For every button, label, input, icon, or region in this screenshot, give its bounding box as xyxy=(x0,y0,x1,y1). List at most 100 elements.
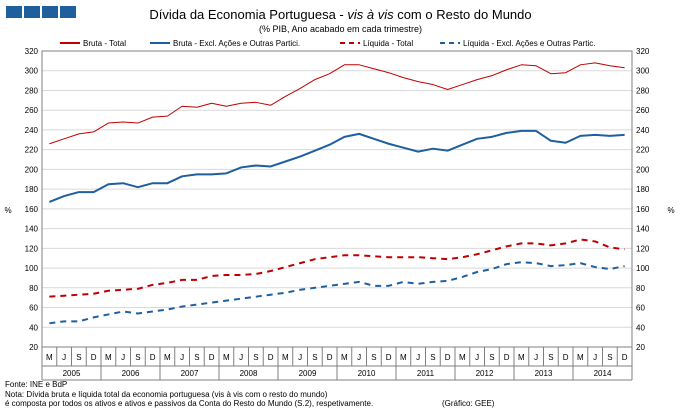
x-tick-label: M xyxy=(282,353,289,362)
y-tick-label-left: 260 xyxy=(25,106,39,115)
y-tick-label-right: 320 xyxy=(636,47,650,56)
y-tick-label-right: 280 xyxy=(636,86,650,95)
source-text: Fonte: INE e BdP xyxy=(5,380,68,389)
year-label: 2010 xyxy=(358,369,376,378)
credit-text: (Gráfico: GEE) xyxy=(442,399,495,408)
x-tick-label: J xyxy=(298,353,302,362)
year-label: 2012 xyxy=(476,369,494,378)
y-tick-label-left: 40 xyxy=(29,323,38,332)
chart-title: Dívida da Economia Portuguesa - vis à vi… xyxy=(149,7,532,22)
x-tick-label: J xyxy=(121,353,125,362)
y-tick-label-right: 100 xyxy=(636,264,650,273)
x-tick-label: D xyxy=(445,353,451,362)
y-tick-label-right: 80 xyxy=(636,284,645,293)
chart-subtitle: (% PIB, Ano acabado em cada trimestre) xyxy=(258,24,423,34)
logo xyxy=(6,6,76,18)
y-tick-label-left: 180 xyxy=(25,185,39,194)
x-tick-label: M xyxy=(164,353,171,362)
legend-label: Bruta - Total xyxy=(83,39,126,48)
y-tick-label-right: 200 xyxy=(636,165,650,174)
year-label: 2005 xyxy=(63,369,81,378)
x-tick-label: S xyxy=(312,353,317,362)
x-tick-label: J xyxy=(475,353,479,362)
x-tick-label: D xyxy=(150,353,156,362)
series-line-3 xyxy=(49,238,625,298)
series-line-4 xyxy=(49,261,625,325)
y-tick-label-right: 140 xyxy=(636,225,650,234)
y-axis-label-right: % xyxy=(667,206,674,215)
y-tick-label-right: 220 xyxy=(636,146,650,155)
y-tick-label-right: 160 xyxy=(636,205,650,214)
x-tick-label: S xyxy=(194,353,199,362)
x-tick-label: J xyxy=(593,353,597,362)
x-tick-label: S xyxy=(253,353,258,362)
x-tick-label: S xyxy=(76,353,81,362)
x-tick-label: S xyxy=(371,353,376,362)
year-label: 2014 xyxy=(594,369,612,378)
y-tick-label-right: 260 xyxy=(636,106,650,115)
y-tick-label-left: 240 xyxy=(25,126,39,135)
x-tick-label: S xyxy=(489,353,494,362)
x-tick-label: M xyxy=(577,353,584,362)
y-tick-label-left: 280 xyxy=(25,86,39,95)
year-label: 2007 xyxy=(181,369,199,378)
y-tick-label-left: 60 xyxy=(29,304,38,313)
y-tick-label-right: 240 xyxy=(636,126,650,135)
y-tick-label-left: 100 xyxy=(25,264,39,273)
note-line-2: é composta por todos os ativos e ativos … xyxy=(5,399,374,408)
y-tick-label-left: 200 xyxy=(25,165,39,174)
footer: Fonte: INE e BdP Nota: Dívida bruta e lí… xyxy=(5,380,494,409)
year-label: 2011 xyxy=(417,369,435,378)
y-tick-label-left: 140 xyxy=(25,225,39,234)
y-tick-label-right: 120 xyxy=(636,244,650,253)
year-label: 2013 xyxy=(535,369,553,378)
legend-label: Bruta - Excl. Ações e Outras Partici. xyxy=(173,39,300,48)
year-label: 2008 xyxy=(240,369,258,378)
y-tick-label-left: 320 xyxy=(25,47,39,56)
y-tick-label-left: 160 xyxy=(25,205,39,214)
x-tick-label: J xyxy=(416,353,420,362)
x-tick-label: D xyxy=(504,353,510,362)
y-tick-label-left: 120 xyxy=(25,244,39,253)
y-tick-label-left: 300 xyxy=(25,67,39,76)
x-tick-label: M xyxy=(518,353,525,362)
x-tick-label: J xyxy=(62,353,66,362)
series-line-1 xyxy=(49,62,625,145)
x-tick-label: J xyxy=(534,353,538,362)
x-tick-label: J xyxy=(357,353,361,362)
x-tick-label: D xyxy=(622,353,628,362)
x-tick-label: D xyxy=(386,353,392,362)
x-tick-label: D xyxy=(209,353,215,362)
y-tick-label-left: 80 xyxy=(29,284,38,293)
y-tick-label-right: 40 xyxy=(636,323,645,332)
y-tick-label-left: 220 xyxy=(25,146,39,155)
x-tick-label: M xyxy=(46,353,53,362)
x-tick-label: M xyxy=(459,353,466,362)
x-tick-label: M xyxy=(400,353,407,362)
plot-frame xyxy=(41,50,633,348)
x-tick-label: M xyxy=(341,353,348,362)
y-tick-label-right: 180 xyxy=(636,185,650,194)
x-tick-label: S xyxy=(430,353,435,362)
x-tick-label: D xyxy=(327,353,333,362)
x-tick-label: S xyxy=(607,353,612,362)
note-line-1: Nota: Dívida bruta e líquida total da ec… xyxy=(5,389,328,399)
x-tick-label: J xyxy=(180,353,184,362)
x-tick-label: D xyxy=(563,353,569,362)
series-line-2 xyxy=(49,129,625,203)
year-label: 2009 xyxy=(299,369,317,378)
legend-label: Líquida - Total xyxy=(363,39,413,48)
x-tick-label: D xyxy=(268,353,274,362)
x-tick-label: S xyxy=(548,353,553,362)
y-tick-label-right: 60 xyxy=(636,304,645,313)
x-tick-label: S xyxy=(135,353,140,362)
year-label: 2006 xyxy=(122,369,140,378)
x-tick-label: D xyxy=(91,353,97,362)
y-tick-label-left: 20 xyxy=(29,343,38,352)
legend-label: Líquida - Excl. Ações e Outras Partic. xyxy=(463,39,596,48)
x-tick-label: M xyxy=(223,353,230,362)
y-axis-label-left: % xyxy=(4,206,11,215)
x-tick-label: J xyxy=(239,353,243,362)
y-tick-label-right: 300 xyxy=(636,67,650,76)
